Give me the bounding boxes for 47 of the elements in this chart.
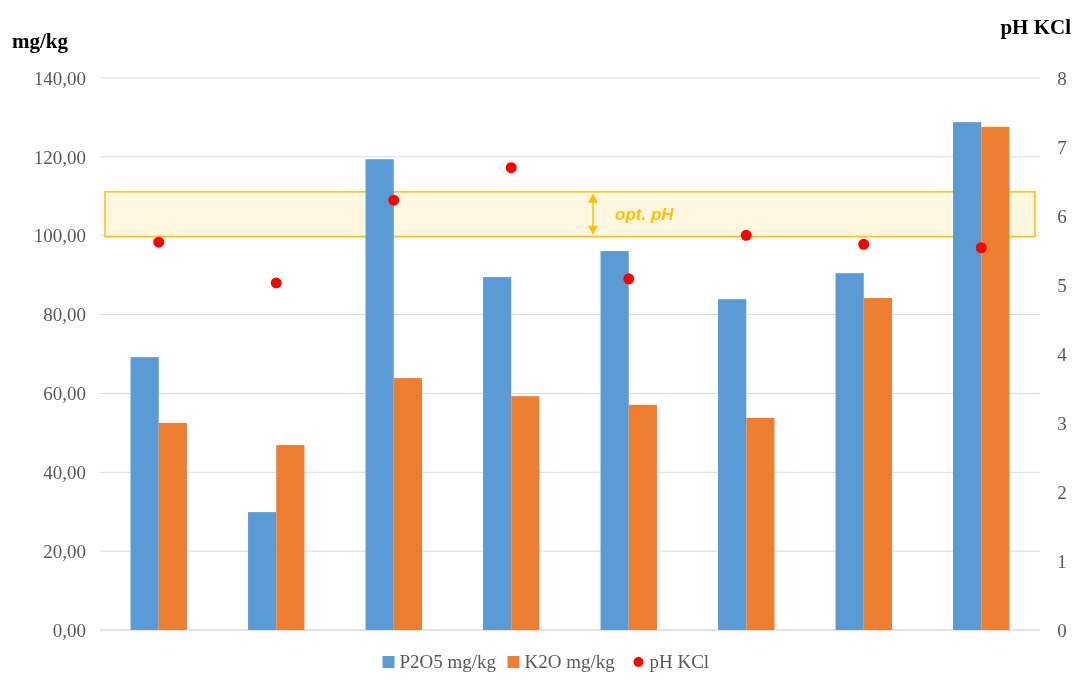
y2-axis-title: pH KCl [1000,15,1072,39]
y-tick-label: 80,00 [43,304,86,326]
y2-tick-label: 5 [1057,274,1067,296]
point [975,242,987,254]
point [388,194,400,206]
bar [981,126,1010,630]
y2-tick-label: 8 [1057,67,1067,89]
y-tick-label: 60,00 [43,383,86,405]
bar [863,298,892,630]
bar [953,122,982,630]
y-tick-label: 120,00 [33,146,86,168]
y2-tick-label: 7 [1057,136,1067,158]
bar [276,445,305,630]
y-tick-label: 40,00 [43,461,86,483]
bar [628,404,657,630]
bar [365,159,394,630]
point [858,238,870,250]
legend-label: pH KCl [649,651,710,672]
y2-tick-label: 2 [1057,481,1067,503]
legend-label: K2O mg/kg [524,651,616,672]
bar [248,512,277,630]
y-tick-label: 140,00 [33,67,86,89]
point [153,236,165,248]
bar [130,357,159,630]
bar [746,417,775,630]
y2-tick-label: 0 [1057,619,1067,641]
y-tick-label: 100,00 [33,225,86,247]
y-axis-title: mg/kg [12,29,69,53]
bar [600,251,629,630]
bar [393,378,422,630]
band-label: opt. pH [615,205,675,225]
bar [718,299,747,630]
bar [158,423,187,630]
point [623,273,635,285]
y2-tick-label: 3 [1057,412,1067,434]
legend-label: P2O5 mg/kg [399,651,497,672]
y2-tick-label: 4 [1057,343,1068,365]
y2-tick-label: 1 [1057,550,1067,572]
point [505,162,517,174]
bar [483,277,512,630]
y-tick-label: 0,00 [52,619,86,641]
point [740,229,752,241]
bar [835,273,864,630]
bar [511,396,540,630]
point [270,277,282,289]
y2-tick-label: 6 [1057,205,1067,227]
y-tick-label: 20,00 [43,540,86,562]
